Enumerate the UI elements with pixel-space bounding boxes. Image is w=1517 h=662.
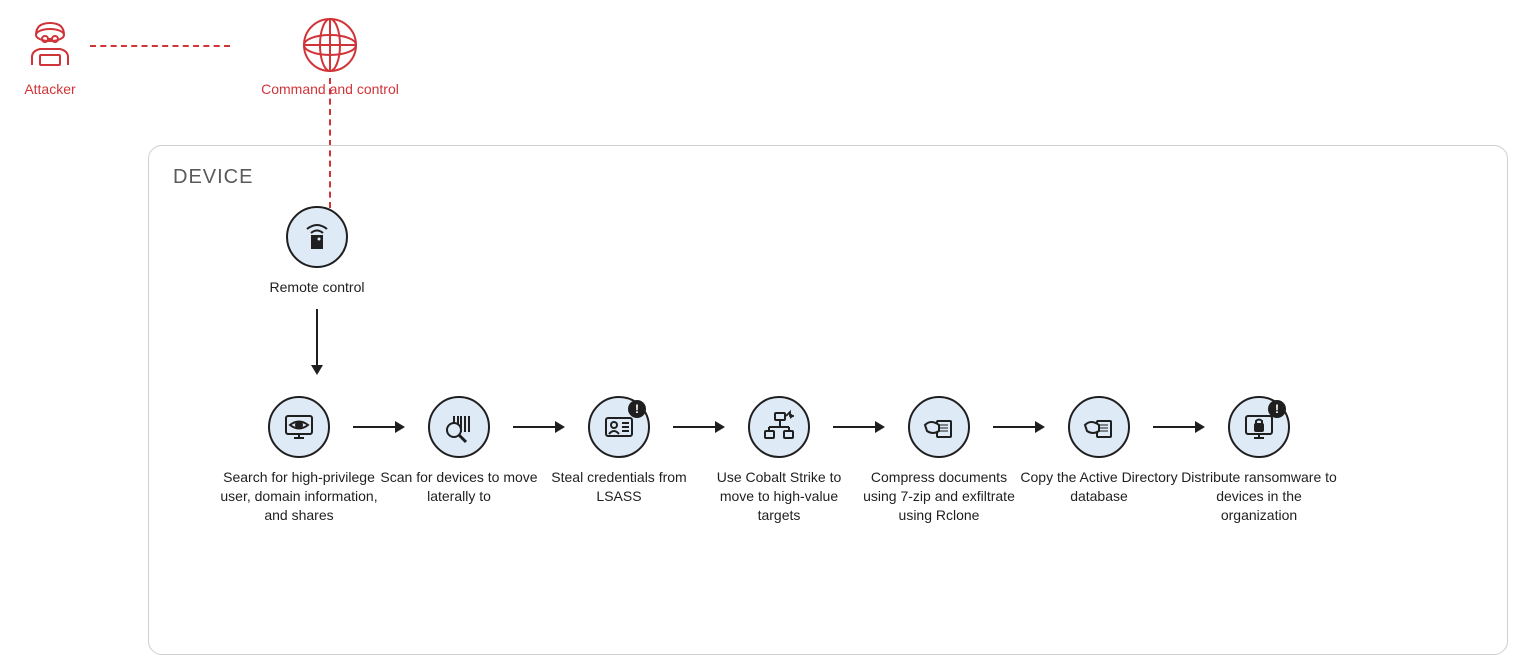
remote-control-label: Remote control xyxy=(270,278,365,297)
lock-monitor-icon xyxy=(1228,396,1290,458)
step-label: Compress documents using 7-zip and exfil… xyxy=(859,468,1019,525)
top-row: Attacker Command and control xyxy=(10,15,430,97)
dashed-connector-attacker-c2 xyxy=(90,45,230,47)
remote-control-icon xyxy=(286,206,348,268)
eye-monitor-icon xyxy=(268,396,330,458)
arrow-down-icon xyxy=(307,307,327,377)
attacker-label: Attacker xyxy=(24,81,75,97)
alert-badge-icon xyxy=(1268,400,1286,418)
step-label: Search for high-privilege user, domain i… xyxy=(219,468,379,525)
step-label: Distribute ransomware to devices in the … xyxy=(1179,468,1339,525)
device-box: DEVICE Remote control xyxy=(148,145,1508,655)
step-ransomware: Distribute ransomware to devices in the … xyxy=(1179,396,1339,525)
attacker-node: Attacker xyxy=(10,15,90,97)
hand-document-icon xyxy=(1068,396,1130,458)
attack-steps-row: Search for high-privilege user, domain i… xyxy=(219,396,1339,525)
remote-control-node: Remote control xyxy=(247,206,387,383)
barcode-search-icon xyxy=(428,396,490,458)
step-label: Copy the Active Directory database xyxy=(1019,468,1179,506)
attacker-icon xyxy=(20,15,80,75)
network-move-icon xyxy=(748,396,810,458)
step-label: Scan for devices to move laterally to xyxy=(379,468,539,506)
device-title: DEVICE xyxy=(173,166,1493,189)
hand-document-icon xyxy=(908,396,970,458)
id-card-icon xyxy=(588,396,650,458)
step-label: Use Cobalt Strike to move to high-value … xyxy=(699,468,859,525)
globe-icon xyxy=(300,15,360,75)
step-label: Steal credentials from LSASS xyxy=(539,468,699,506)
alert-badge-icon xyxy=(628,400,646,418)
